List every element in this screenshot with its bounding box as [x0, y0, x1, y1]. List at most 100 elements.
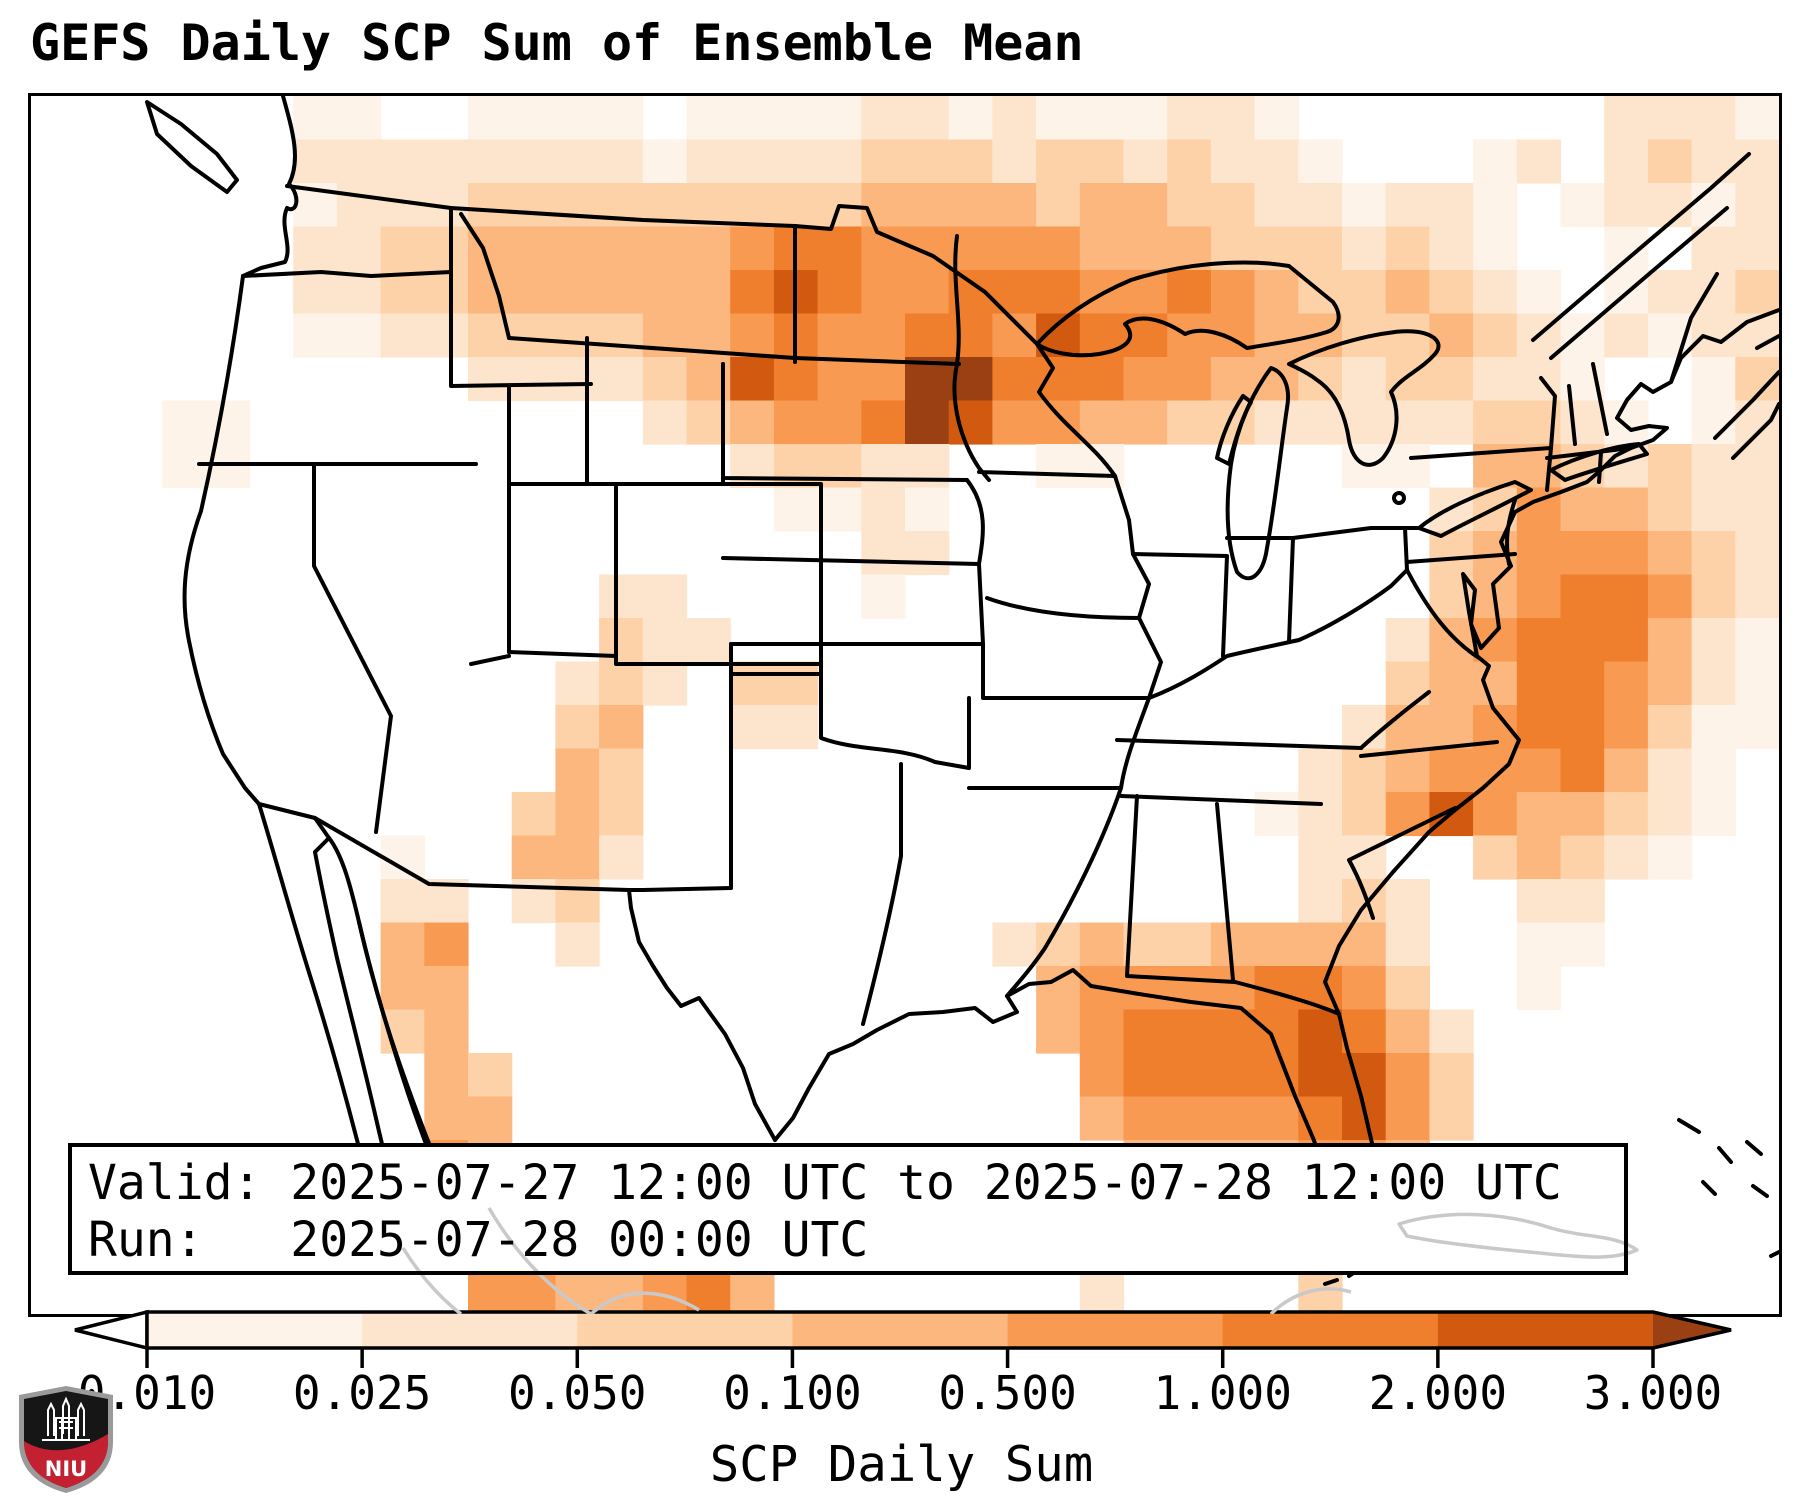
heatmap-cell — [1123, 966, 1168, 1011]
heatmap-cell — [336, 96, 382, 141]
heatmap-cell — [1473, 183, 1518, 228]
heatmap-cell — [1385, 748, 1430, 793]
colorbar-tick-labels: 0.010 0.025 0.050 0.100 0.500 1.000 2.000 3.000 — [0, 1366, 1803, 1420]
heatmap-cell — [555, 748, 600, 793]
heatmap-cell — [1036, 400, 1081, 445]
heatmap-cell — [380, 835, 425, 880]
heatmap-cell — [1735, 661, 1779, 706]
heatmap-cell — [1167, 313, 1212, 358]
heatmap-cell — [1123, 226, 1168, 271]
heatmap-cell — [1735, 444, 1779, 489]
heatmap-cell — [1735, 487, 1779, 532]
state-borders-nm-tx-ok — [729, 642, 1151, 1026]
heatmap-cell — [730, 270, 775, 315]
heatmap-cell — [468, 139, 513, 184]
heatmap-cell — [555, 357, 600, 402]
heatmap-cell — [1647, 183, 1693, 228]
heatmap-cell — [992, 183, 1037, 228]
heatmap-cell — [511, 270, 556, 315]
heatmap-cell — [1254, 400, 1299, 445]
heatmap-cell — [1516, 139, 1562, 184]
heatmap-cell — [1560, 487, 1605, 532]
heatmap-cell — [1604, 139, 1649, 184]
colorbar — [74, 1309, 1732, 1368]
heatmap-cell — [1604, 531, 1649, 576]
heatmap-cell — [380, 226, 425, 271]
heatmap-cell — [599, 96, 644, 141]
heatmap-cell — [1342, 357, 1387, 402]
heatmap-cell — [1604, 313, 1649, 358]
heatmap-cell — [992, 226, 1037, 271]
heatmap-cell — [642, 270, 688, 315]
heatmap-cell — [1604, 400, 1649, 445]
colorbar-segment — [1007, 1312, 1224, 1348]
heatmap-cell — [861, 139, 906, 184]
heatmap-cell — [1473, 661, 1518, 706]
colorbar-segment — [792, 1312, 1008, 1348]
heatmap-cell — [468, 1053, 513, 1098]
heatmap-cell — [1385, 1053, 1430, 1098]
colorbar-segment — [577, 1312, 793, 1348]
heatmap-cell — [905, 313, 950, 358]
heatmap-cell — [424, 1009, 469, 1054]
heatmap-cell — [468, 183, 513, 228]
heatmap-cell — [1735, 270, 1779, 315]
heatmap-cell — [642, 139, 688, 184]
heatmap-cell — [1036, 183, 1081, 228]
colorbar-segment — [147, 1312, 363, 1348]
green-bay — [1215, 394, 1253, 466]
heatmap-cell — [1254, 183, 1299, 228]
heatmap-cell — [336, 313, 382, 358]
heatmap-cell — [1298, 792, 1343, 837]
heatmap-cell — [1254, 313, 1299, 358]
colorbar-tick-label: 0.050 — [508, 1366, 647, 1420]
heatmap-cell — [1473, 792, 1518, 837]
heatmap-cell — [1691, 618, 1736, 663]
heatmap-cell — [293, 313, 338, 358]
heatmap-cell — [424, 922, 469, 967]
coastline-cuba-gray — [1397, 1212, 1639, 1259]
heatmap-cell — [1429, 357, 1474, 402]
heatmap-cell — [1691, 444, 1736, 489]
heatmap-cell — [511, 183, 556, 228]
niu-logo: NIU — [19, 1386, 113, 1493]
heatmap-cell — [1036, 270, 1081, 315]
heatmap-cell — [1298, 748, 1343, 793]
heatmap-cell — [730, 444, 775, 489]
heatmap-cell — [773, 487, 819, 532]
run-time-text: Run: 2025-07-28 00:00 UTC — [88, 1212, 869, 1268]
heatmap-cell — [1647, 270, 1693, 315]
heatmap-cell — [1167, 922, 1212, 967]
heatmap-cell — [1254, 1096, 1299, 1141]
heatmap-cell — [1560, 618, 1605, 663]
heatmap-cell — [1429, 618, 1474, 663]
heatmap-cell — [817, 313, 862, 358]
heatmap-cell — [1473, 400, 1518, 445]
heatmap-cell — [599, 792, 644, 837]
heatmap-cell — [1385, 270, 1430, 315]
heatmap-cell — [1647, 792, 1693, 837]
valid-run-box: Valid: 2025-07-27 12:00 UTC to 2025-07-2… — [68, 1143, 1628, 1275]
heatmap-cell — [1604, 835, 1649, 880]
heatmap-cell — [1516, 922, 1562, 967]
heatmap-cell — [555, 183, 600, 228]
heatmap-cell — [1604, 487, 1649, 532]
heatmap-cell — [1167, 96, 1212, 141]
heatmap-cell — [1473, 226, 1518, 271]
state-borders-mn — [952, 234, 1117, 482]
heatmap-cell — [1516, 748, 1562, 793]
colorbar-segment — [362, 1312, 578, 1348]
heatmap-cell — [1647, 661, 1693, 706]
heatmap-cell — [1079, 139, 1125, 184]
heatmap-cell — [336, 183, 382, 228]
heatmap-cell — [1735, 618, 1779, 663]
heatmap-cell — [730, 400, 775, 445]
heatmap-cell — [1167, 400, 1212, 445]
heatmap-cell — [686, 226, 731, 271]
heatmap-cell — [1342, 705, 1387, 750]
heatmap-cell — [1560, 922, 1605, 967]
heatmap-cell — [162, 444, 207, 489]
coastline-nova-scotia — [1713, 334, 1779, 460]
heatmap-cell — [1691, 705, 1736, 750]
heatmap-cell — [730, 96, 775, 141]
